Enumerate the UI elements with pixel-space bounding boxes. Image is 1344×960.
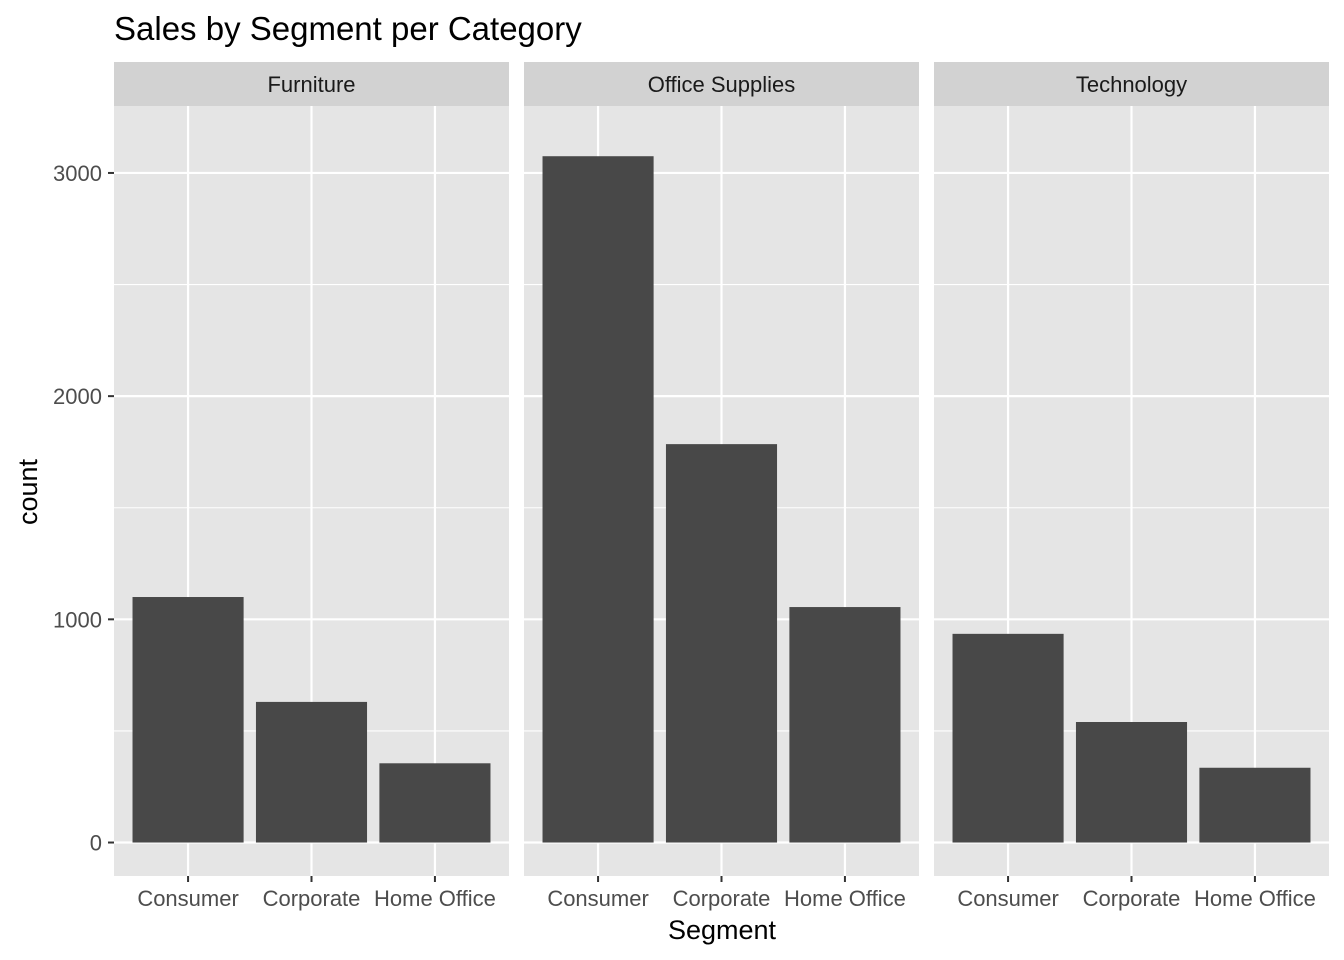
y-tick-label: 1000 bbox=[53, 607, 102, 632]
facet-panel: Office Supplies Consumer Corporate Home Off… bbox=[524, 62, 919, 911]
y-tick-label: 3000 bbox=[53, 161, 102, 186]
x-tick-label: Home Office bbox=[1194, 886, 1316, 911]
bar bbox=[1199, 767, 1311, 843]
facet-strip-label: Technology bbox=[1076, 72, 1187, 97]
bar bbox=[789, 607, 901, 843]
facet-strip-label: Office Supplies bbox=[648, 72, 796, 97]
x-tick-label: Home Office bbox=[784, 886, 906, 911]
bar bbox=[1075, 722, 1188, 843]
bar bbox=[542, 156, 654, 843]
facet-strip-label: Furniture bbox=[267, 72, 355, 97]
x-tick-label: Corporate bbox=[263, 886, 361, 911]
x-tick-label: Consumer bbox=[547, 886, 648, 911]
facet-panel: Furniture Consumer Corporate Home Office bbox=[114, 62, 509, 911]
x-tick-label: Corporate bbox=[1083, 886, 1181, 911]
bar bbox=[379, 763, 491, 843]
chart-title: Sales by Segment per Category bbox=[114, 10, 582, 47]
bar bbox=[952, 633, 1064, 843]
bar bbox=[255, 701, 368, 843]
facet-strip bbox=[114, 62, 509, 106]
facet-panel: Technology Consumer Corporate Home Office bbox=[934, 62, 1329, 911]
x-tick-label: Consumer bbox=[957, 886, 1058, 911]
x-tick-label: Home Office bbox=[374, 886, 496, 911]
y-tick-label: 0 bbox=[90, 831, 102, 856]
x-axis-title: Segment bbox=[668, 915, 777, 945]
bar bbox=[132, 597, 244, 843]
facet-strip bbox=[934, 62, 1329, 106]
y-axis-title: count bbox=[13, 458, 43, 525]
y-tick-label: 2000 bbox=[53, 384, 102, 409]
x-tick-label: Corporate bbox=[673, 886, 771, 911]
facet-strip bbox=[524, 62, 919, 106]
y-axis: 0 1000 2000 3000 bbox=[53, 161, 114, 856]
bar bbox=[665, 444, 778, 843]
x-tick-label: Consumer bbox=[137, 886, 238, 911]
